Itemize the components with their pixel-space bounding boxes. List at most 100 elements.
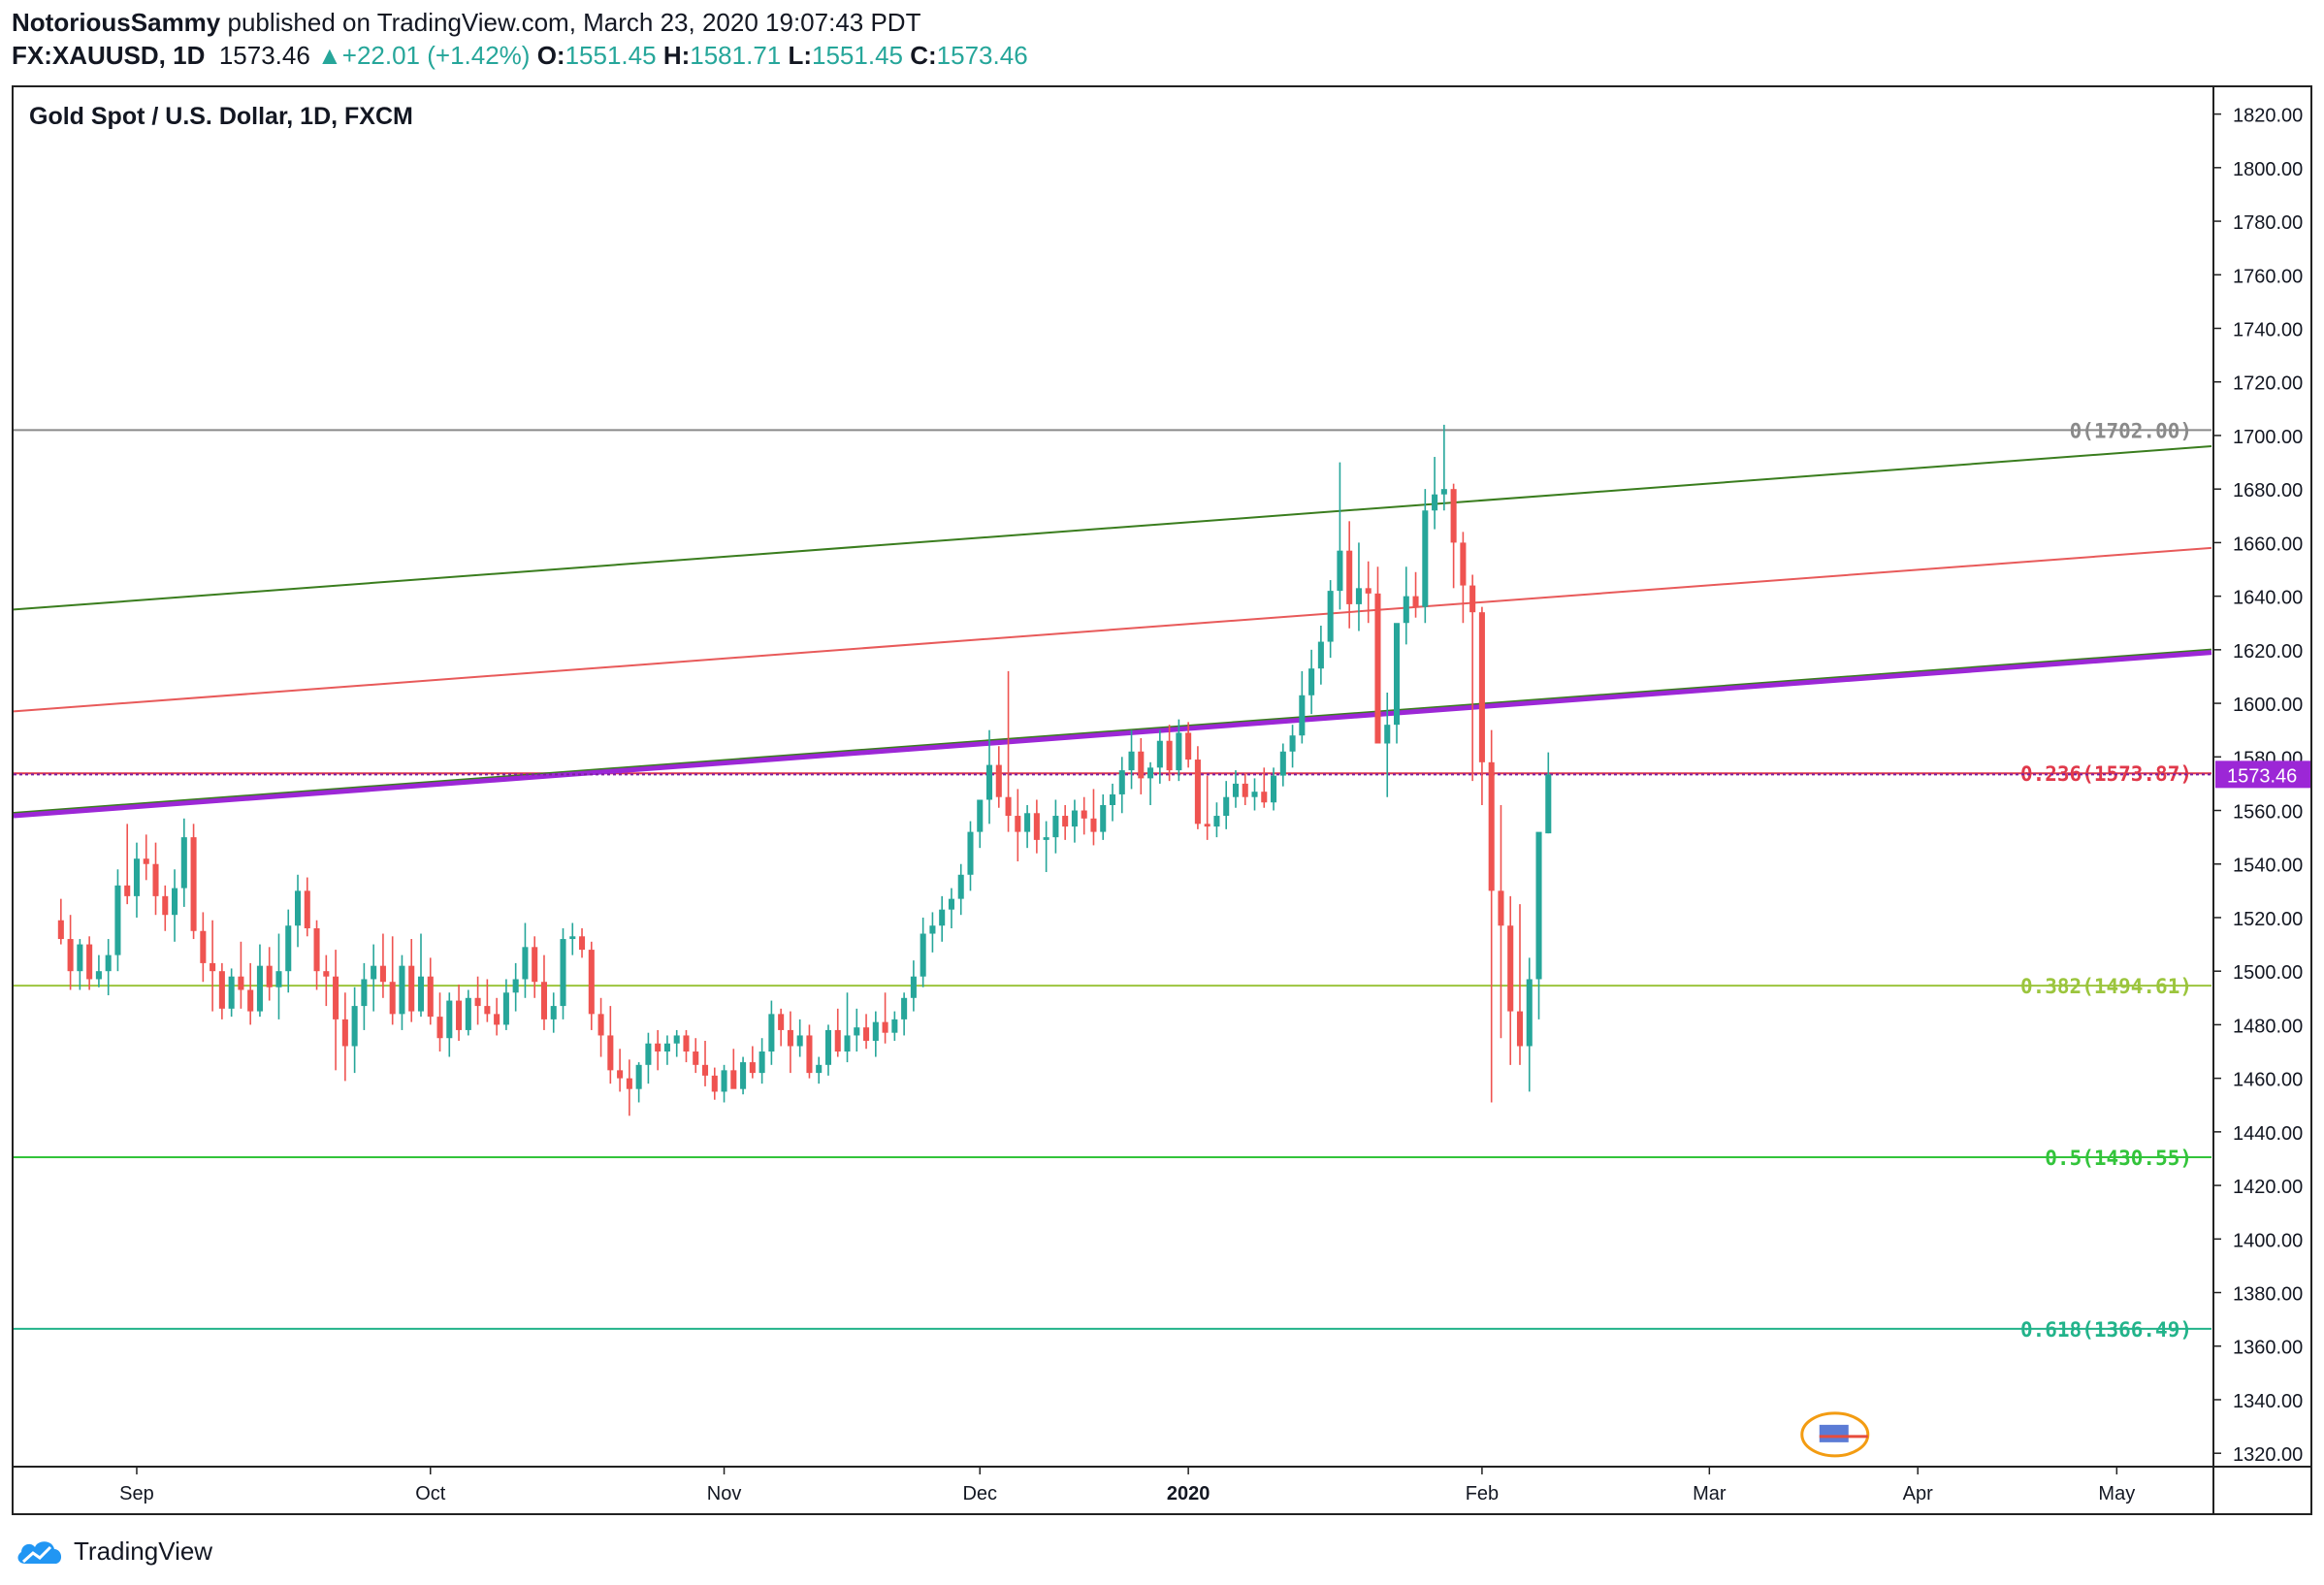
candle-body[interactable]	[1024, 813, 1031, 832]
candle-body[interactable]	[1337, 550, 1343, 592]
candle-body[interactable]	[1308, 668, 1315, 695]
candle-body[interactable]	[446, 1000, 453, 1039]
candle-body[interactable]	[1440, 489, 1447, 495]
candle-body[interactable]	[607, 1035, 614, 1071]
candle-body[interactable]	[1062, 816, 1069, 827]
candle-body[interactable]	[67, 939, 74, 972]
candle-body[interactable]	[1128, 751, 1135, 771]
candle-body[interactable]	[1081, 810, 1087, 819]
candle-body[interactable]	[806, 1035, 813, 1074]
candle-body[interactable]	[663, 1043, 670, 1052]
candle-body[interactable]	[143, 858, 149, 864]
candle-body[interactable]	[721, 1070, 727, 1092]
candle-body[interactable]	[1261, 792, 1268, 803]
candle-body[interactable]	[389, 982, 396, 1015]
candle-body[interactable]	[323, 971, 330, 977]
candle-body[interactable]	[1071, 810, 1078, 827]
candle-body[interactable]	[294, 890, 302, 926]
candle-body[interactable]	[1365, 588, 1372, 594]
candle-body[interactable]	[1450, 489, 1457, 543]
candle-body[interactable]	[333, 976, 339, 1019]
candle-body[interactable]	[228, 976, 235, 1009]
candle-body[interactable]	[1535, 831, 1542, 980]
candle-body[interactable]	[901, 997, 908, 1019]
candle-body[interactable]	[1015, 816, 1021, 832]
candle-body[interactable]	[1052, 816, 1059, 838]
lower-channel-line[interactable]	[13, 650, 2212, 819]
candle-body[interactable]	[152, 863, 159, 896]
candle-body[interactable]	[701, 1064, 709, 1076]
candle-body[interactable]	[1460, 542, 1467, 586]
candle-body[interactable]	[484, 1006, 491, 1015]
candle-body[interactable]	[929, 925, 936, 934]
candle-body[interactable]	[1176, 732, 1182, 771]
candle-body[interactable]	[560, 939, 566, 1007]
candle-body[interactable]	[1156, 740, 1163, 768]
candle-body[interactable]	[824, 1029, 832, 1065]
candle-body[interactable]	[1166, 740, 1173, 771]
candle-body[interactable]	[1374, 593, 1381, 744]
candle-body[interactable]	[1147, 767, 1154, 779]
candle-body[interactable]	[200, 930, 207, 963]
candle-body[interactable]	[597, 1014, 604, 1036]
candle-body[interactable]	[266, 965, 273, 987]
candle-body[interactable]	[683, 1035, 690, 1052]
candle-body[interactable]	[834, 1029, 841, 1052]
candle-body[interactable]	[1469, 585, 1476, 613]
candle-body[interactable]	[1242, 783, 1248, 797]
candle-body[interactable]	[124, 885, 131, 896]
candle-body[interactable]	[1346, 550, 1353, 604]
candle-body[interactable]	[275, 971, 282, 987]
candle-body[interactable]	[522, 947, 529, 980]
candle-body[interactable]	[313, 928, 320, 972]
candle-body[interactable]	[1516, 1011, 1524, 1047]
candle-body[interactable]	[105, 954, 112, 972]
candle-body[interactable]	[693, 1051, 699, 1065]
candle-body[interactable]	[162, 895, 169, 916]
candle-body[interactable]	[1393, 623, 1401, 726]
candle-body[interactable]	[399, 965, 405, 1015]
candle-body[interactable]	[417, 976, 425, 1012]
middle-channel-line[interactable]	[13, 546, 2212, 713]
candle-body[interactable]	[436, 1017, 443, 1039]
candle-body[interactable]	[1327, 591, 1334, 642]
candle-body[interactable]	[1251, 792, 1258, 797]
candle-body[interactable]	[238, 976, 244, 990]
candle-body[interactable]	[882, 1021, 888, 1033]
candle-body[interactable]	[427, 976, 434, 1018]
candle-body[interactable]	[1033, 813, 1040, 840]
candle-body[interactable]	[218, 971, 225, 1009]
candle-body[interactable]	[655, 1043, 662, 1052]
candle-body[interactable]	[1185, 732, 1192, 760]
candle-body[interactable]	[759, 1051, 765, 1074]
candle-body[interactable]	[1507, 925, 1514, 1012]
candle-body[interactable]	[957, 874, 964, 899]
candle-body[interactable]	[1232, 783, 1240, 797]
candle-body[interactable]	[456, 1000, 463, 1030]
candle-body[interactable]	[1138, 751, 1145, 779]
candle-body[interactable]	[1412, 596, 1419, 607]
candle-body[interactable]	[256, 965, 263, 1012]
candle-body[interactable]	[891, 1019, 898, 1033]
candle-body[interactable]	[977, 799, 984, 832]
candle-body[interactable]	[550, 1006, 557, 1019]
candle-body[interactable]	[939, 909, 946, 926]
candle-body[interactable]	[1498, 890, 1504, 926]
candle-body[interactable]	[1545, 774, 1552, 834]
candle-body[interactable]	[1488, 761, 1495, 891]
candle-body[interactable]	[1299, 695, 1306, 736]
candle-body[interactable]	[995, 764, 1002, 797]
candle-body[interactable]	[1384, 725, 1391, 744]
candle-body[interactable]	[512, 979, 519, 993]
candle-body[interactable]	[1223, 796, 1230, 817]
candle-body[interactable]	[285, 925, 292, 972]
candle-body[interactable]	[408, 965, 415, 1012]
candle-body[interactable]	[502, 992, 509, 1025]
candle-body[interactable]	[1194, 760, 1201, 825]
candle-body[interactable]	[626, 1078, 632, 1089]
candle-body[interactable]	[1478, 612, 1485, 762]
candle-body[interactable]	[1109, 793, 1116, 805]
candle-body[interactable]	[532, 947, 538, 983]
candle-body[interactable]	[494, 1014, 500, 1025]
